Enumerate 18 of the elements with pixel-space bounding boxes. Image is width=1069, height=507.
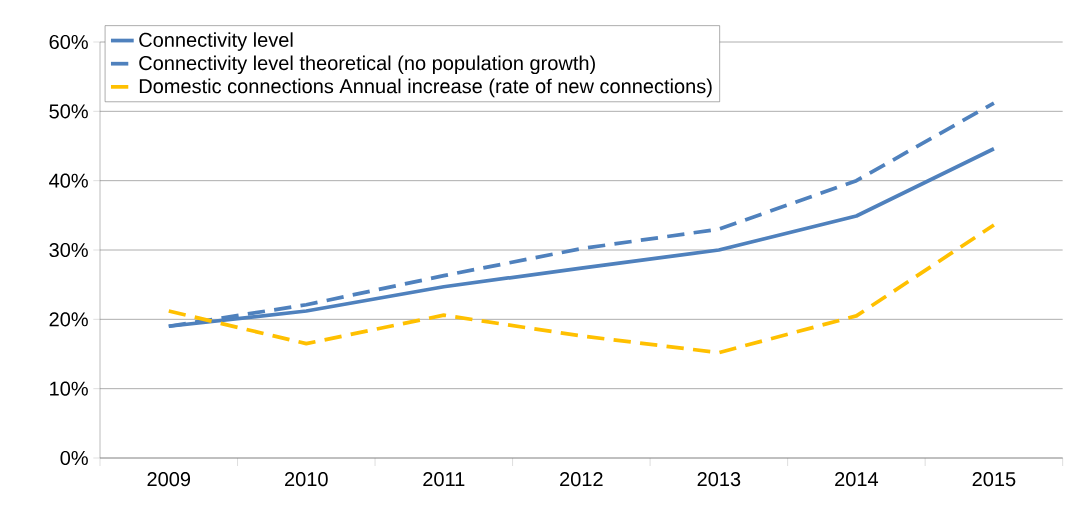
x-tick-label: 2013 [697, 472, 741, 487]
legend-label: Domestic connections Annual increase (rate of new connections) [139, 78, 712, 98]
legend-label: Connectivity level theoretical (no population growth) [139, 55, 595, 75]
x-tick-label: 2010 [285, 472, 328, 487]
x-tick-label: 2015 [972, 472, 1016, 487]
y-tick-label: 10% [50, 381, 88, 396]
y-tick-label: 20% [49, 312, 88, 327]
x-tick-label: 2011 [423, 472, 465, 487]
x-tick-label: 2012 [560, 472, 603, 487]
x-tick-label: 2014 [835, 472, 879, 487]
y-tick-label: 30% [49, 242, 88, 258]
x-tick-label: 2009 [147, 472, 191, 487]
y-tick-label: 40% [49, 173, 88, 188]
y-tick-label: 50% [49, 104, 88, 119]
legend-label: Connectivity level [139, 32, 293, 51]
y-tick-label: 60% [49, 34, 88, 50]
line-series [166, 223, 996, 355]
y-tick-label: 0% [60, 450, 88, 466]
